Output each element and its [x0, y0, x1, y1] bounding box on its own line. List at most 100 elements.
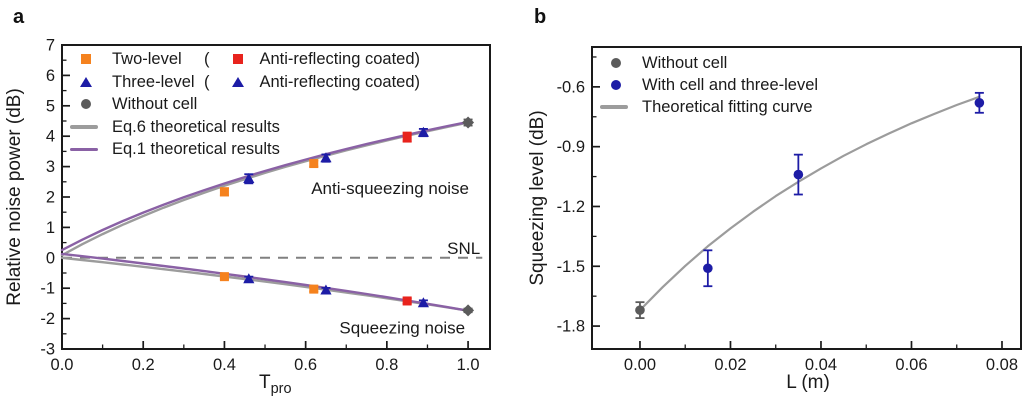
data-point-triangle: [417, 297, 430, 308]
annotation-text: Anti-squeezing noise: [311, 179, 469, 198]
y-tick-label: -0.9: [557, 138, 585, 156]
legend-circle-marker: [611, 80, 621, 90]
x-tick-label: 0.8: [375, 356, 398, 374]
series-three-level: [243, 152, 332, 295]
x-tick-label: 0.08: [986, 356, 1018, 374]
x-tick-label: 0.4: [213, 356, 236, 374]
legend-circle-marker: [81, 99, 91, 110]
y-tick-label: -1.8: [557, 318, 585, 336]
theory-curve: [60, 120, 470, 252]
legend-row: Without cell: [604, 52, 818, 74]
annotation-text: Squeezing noise: [339, 319, 465, 338]
y-tick-label: -1.2: [557, 198, 585, 216]
series-without-cell: [635, 301, 645, 320]
legend-circle-marker: [611, 58, 621, 68]
data-point-circle: [793, 169, 804, 180]
legend-row: Three-level ( Anti-reflecting coated): [74, 71, 420, 94]
panel-a-x-axis-title-subscript: pro: [271, 381, 292, 397]
legend-row: Two-level (Anti-reflecting coated): [74, 48, 420, 71]
data-point-square: [309, 159, 319, 169]
plot-frame: [591, 46, 1022, 350]
data-point-square: [402, 296, 412, 306]
series-with-cell-and-three-level: [703, 91, 985, 288]
x-tick-label: 1.0: [457, 356, 480, 374]
y-tick-label: 5: [46, 97, 55, 115]
y-tick-label: 7: [46, 37, 55, 55]
y-tick-label: -3: [40, 341, 55, 359]
x-tick-label: 0.02: [714, 356, 746, 374]
panel-a-letter: a: [13, 6, 25, 28]
series-two-level: [219, 159, 319, 294]
x-tick-label: 0.06: [895, 356, 927, 374]
panel-a-legend: Two-level(Anti-reflecting coated) Three-l…: [70, 48, 420, 161]
panel-a-x-axis-title: Tpro: [259, 372, 292, 397]
y-tick-label: -0.6: [557, 78, 585, 96]
series-three-level-anti-reflecting-coated: [417, 126, 430, 308]
legend-label: Eq.6 theoretical results: [112, 117, 280, 136]
data-point-diamond: [462, 116, 475, 129]
panel-b-chart: 0.00 0.02 0.04 0.06 0.08 -0.6 -0.9 -1.2 -1.5 -1.8…: [527, 46, 1022, 393]
y-tick-label: 1: [46, 219, 55, 237]
legend-label-secondary: Anti-reflecting coated): [259, 50, 421, 68]
legend-line-marker: [70, 125, 98, 129]
panel-b-plot-dynamic: 0.00 0.02 0.04 0.06 0.08 -0.6 -0.9 -1.2 -1.5 -1.8: [557, 46, 1022, 374]
legend-row: Theoretical fitting curve: [600, 96, 818, 118]
legend-row: Without cell: [74, 93, 420, 116]
panel-a-plot-dynamic: 0.0 0.2 0.4 0.6 0.8 1.0 -3 -2 -1 0 1 2 3 4 5 6 7 Anti-squ…: [40, 37, 491, 374]
legend-line-marker: [600, 105, 628, 109]
y-tick-label: 6: [46, 67, 55, 85]
x-tick-label: 0.2: [132, 356, 155, 374]
legend-square-marker: [232, 54, 243, 65]
data-point-circle: [703, 263, 713, 274]
legend-label-secondary: Anti-reflecting coated): [259, 72, 421, 91]
legend-triangle-marker: [80, 76, 92, 87]
legend-label: Theoretical fitting curve: [642, 97, 813, 116]
legend-label: Without cell: [112, 95, 198, 113]
legend-square-marker: [81, 54, 91, 65]
data-point-circle: [635, 305, 645, 315]
y-tick-label: 0: [46, 249, 55, 267]
x-tick-label: 0.0: [51, 356, 74, 374]
data-point-square: [219, 272, 229, 282]
series-two-level-anti-reflecting-coated: [402, 131, 412, 306]
data-point-triangle: [320, 152, 332, 163]
plot-frame: [61, 44, 491, 350]
legend-label: Two-level: [112, 50, 182, 68]
x-tick-label: 0.00: [624, 356, 656, 374]
y-tick-label: 2: [46, 189, 55, 207]
data-point-square: [402, 132, 412, 142]
annotation-text: SNL: [447, 239, 480, 258]
x-tick-label: 0.6: [294, 356, 317, 374]
legend-row: Eq.6 theoretical results: [70, 116, 420, 139]
data-point-circle: [974, 98, 985, 108]
panel-a-y-axis-title: Relative noise power (dB): [4, 88, 25, 306]
legend-triangle-marker: [231, 76, 244, 87]
panel-b-y-axis-title: Squeezing level (dB): [527, 110, 548, 285]
y-tick-label: 3: [46, 158, 55, 176]
y-tick-label: 4: [46, 128, 55, 146]
data-point-triangle: [243, 172, 255, 183]
legend-line-marker: [70, 147, 98, 151]
theory-curve: [60, 252, 470, 312]
panel-b-x-axis-title: L (m): [786, 372, 830, 393]
panel-b-letter: b: [534, 6, 547, 28]
legend-label: Three-level: [112, 72, 195, 91]
legend-label: Eq.1 theoretical results: [112, 140, 280, 158]
y-tick-label: -1: [40, 280, 55, 298]
theory-curve: [638, 95, 981, 312]
legend-paren-open: (: [204, 72, 210, 91]
data-point-square: [219, 187, 229, 197]
data-point-diamond: [462, 304, 475, 317]
panel-a-chart: 0.0 0.2 0.4 0.6 0.8 1.0 -3 -2 -1 0 1 2 3 4 5 6 7 Anti-squ…: [4, 37, 491, 397]
legend-row: With cell and three-level: [604, 74, 818, 96]
y-tick-label: -2: [40, 310, 55, 328]
legend-row: Eq.1 theoretical results: [70, 138, 420, 161]
y-tick-label: -1.5: [557, 258, 585, 276]
panel-b-legend: Without cell With cell and three-level The…: [600, 52, 818, 118]
panel-a-x-axis-title-main: T: [259, 372, 271, 393]
data-point-square: [309, 284, 319, 294]
data-point-triangle: [320, 284, 332, 295]
legend-label: Without cell: [642, 53, 728, 72]
